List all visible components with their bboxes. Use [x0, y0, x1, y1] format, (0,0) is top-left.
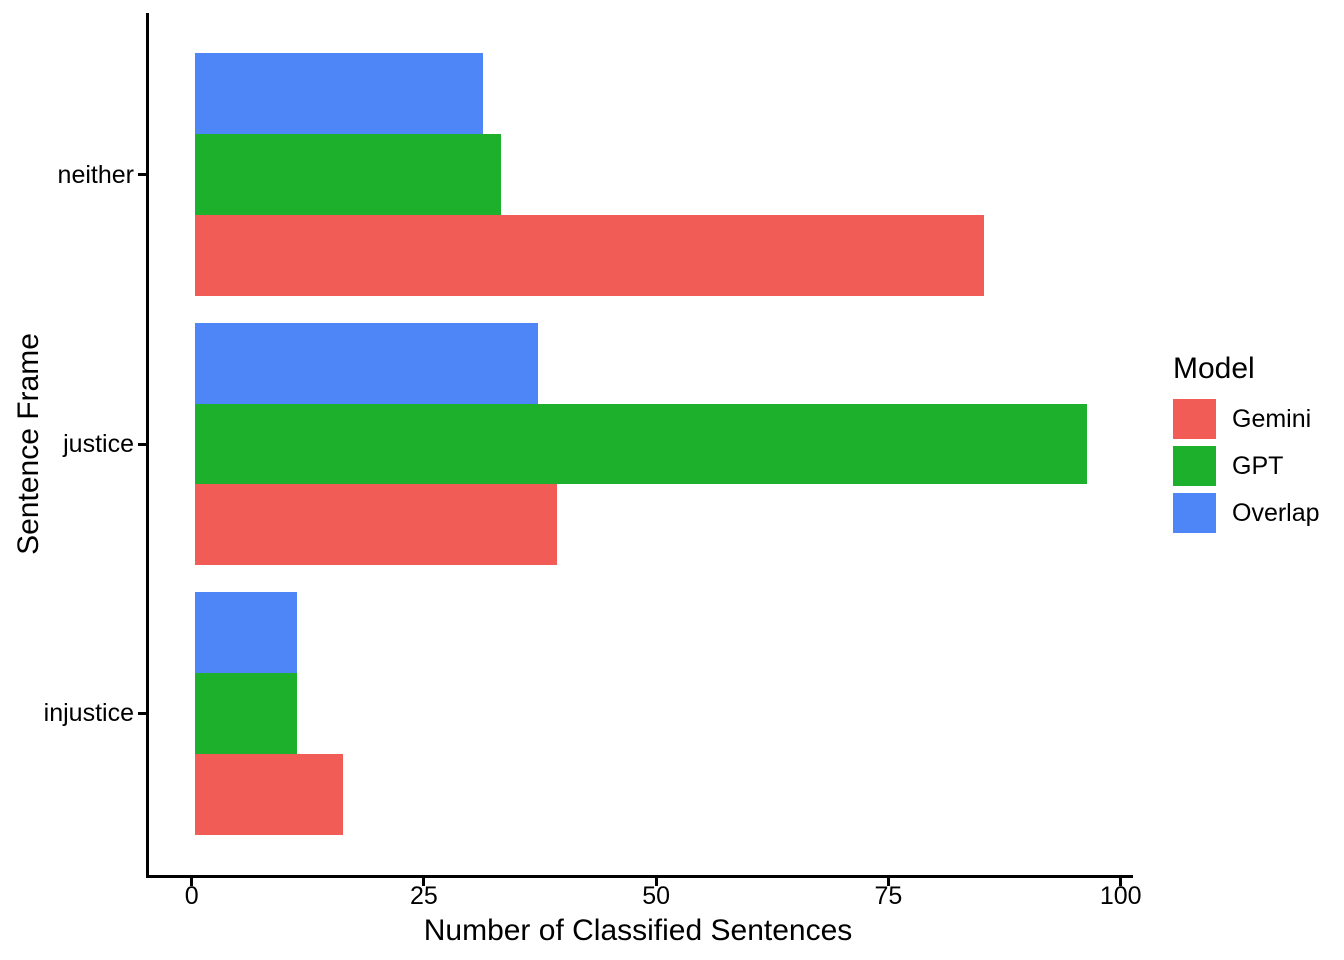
x-tick-label-100: 100 [1099, 882, 1142, 910]
legend-key-overlap [1173, 493, 1216, 533]
legend-title: Model [1173, 352, 1255, 385]
bar-injustice-gemini [194, 753, 344, 835]
bar-neither-gemini [194, 215, 985, 296]
bar-justice-gemini [194, 484, 557, 566]
bar-neither-overlap [194, 53, 483, 135]
x-tick-mark-25 [422, 878, 426, 886]
x-axis-title: Number of Classified Sentences [423, 914, 853, 947]
legend-key-gemini [1173, 399, 1216, 439]
y-tick-mark-injustice [138, 711, 146, 715]
plot-panel [146, 13, 1133, 878]
x-tick-label-25: 25 [410, 882, 438, 910]
x-tick-mark-75 [886, 878, 890, 886]
y-tick-label-injustice: injustice [43, 699, 134, 728]
x-tick-label-0: 0 [184, 882, 199, 910]
legend-label-gemini: Gemini [1232, 405, 1312, 433]
legend-label-overlap: Overlap [1232, 499, 1320, 527]
x-tick-label-50: 50 [642, 882, 671, 910]
bar-neither-gpt [194, 134, 502, 215]
x-tick-label-75: 75 [874, 882, 903, 910]
bar-injustice-overlap [194, 592, 297, 673]
bar-justice-overlap [194, 322, 539, 404]
y-tick-label-neither: neither [57, 160, 134, 189]
x-tick-mark-0 [190, 878, 194, 886]
legend-label-gpt: GPT [1232, 452, 1284, 480]
y-tick-mark-justice [138, 442, 146, 446]
y-tick-label-justice: justice [63, 430, 134, 458]
bar-justice-gpt [194, 403, 1087, 485]
bar-injustice-gpt [194, 673, 297, 754]
legend-key-gpt [1173, 446, 1216, 486]
x-tick-mark-50 [654, 878, 658, 886]
x-tick-mark-100 [1119, 878, 1123, 886]
y-tick-mark-neither [138, 173, 146, 177]
